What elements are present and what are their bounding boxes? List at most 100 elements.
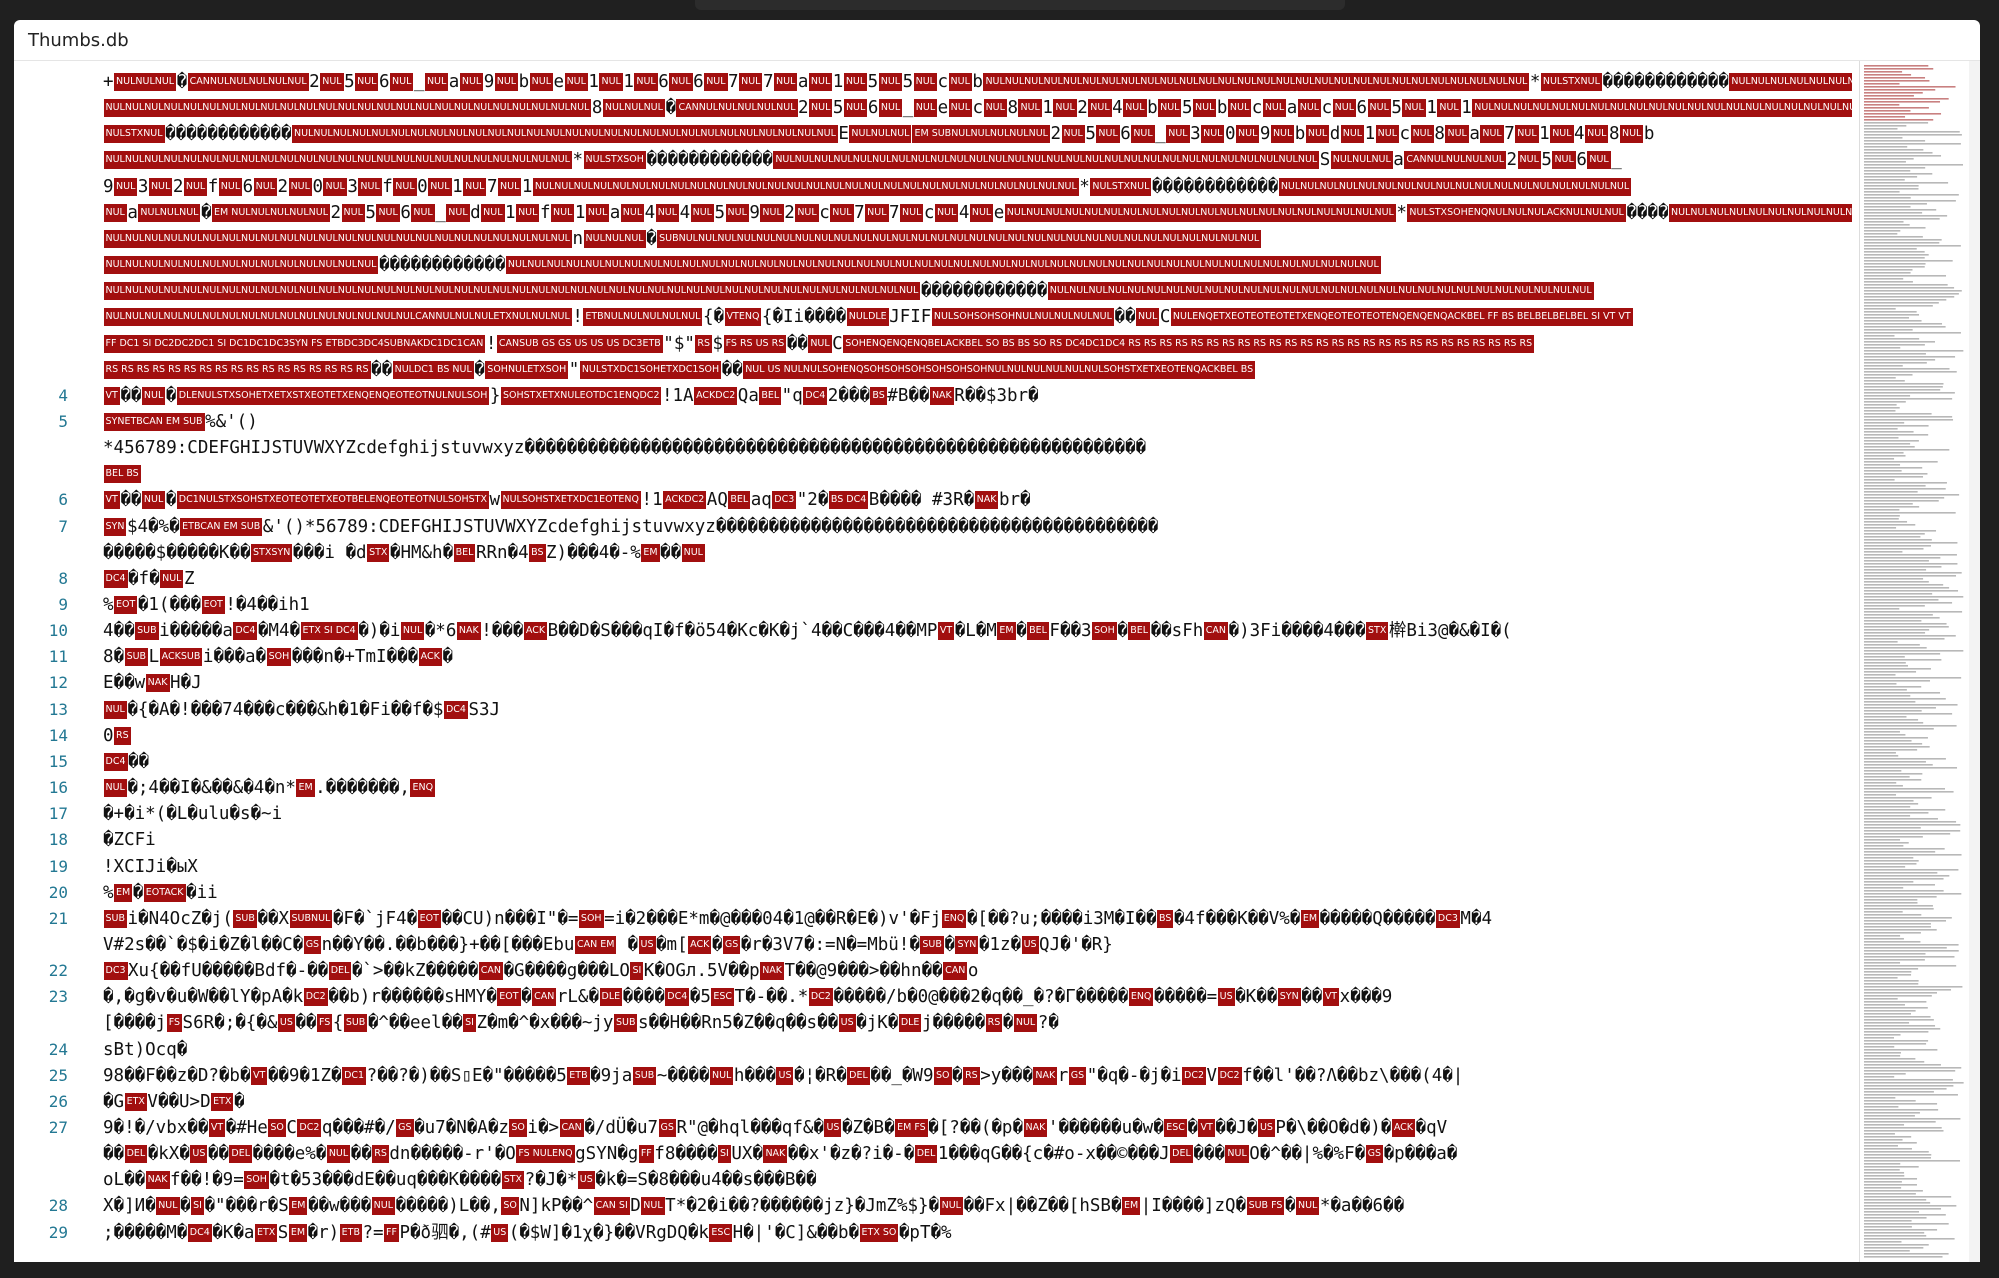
editor-line[interactable]: NULNULNULNULNULNULNULNULNULNULNULNULNULN…	[14, 304, 1852, 330]
minimap-line	[1864, 1214, 1946, 1216]
minimap-line	[1864, 1115, 1915, 1117]
minimap-line	[1864, 692, 1941, 694]
editor-line[interactable]: 16 NUL �;4��I�&��&�4�n* EM .�������, ENQ	[14, 775, 1852, 801]
minimap-line	[1864, 437, 1899, 439]
editor-line[interactable]: 14 0 RS	[14, 723, 1852, 749]
editor-line[interactable]: 23 �,�g�v�u�W��lY�pA�k DC2 ��b)r������sHMY�…	[14, 984, 1852, 1010]
control-char: NUL	[634, 73, 658, 91]
editor-line[interactable]: 18 �ZCFi	[14, 827, 1852, 853]
editor-line[interactable]: 25 98��F��z�D?�b� VT ��9�1Z� DC1 ?��?�)��S▯E�…	[14, 1063, 1852, 1089]
editor-line[interactable]: 26 �G ETX V��U>D ETX �	[14, 1089, 1852, 1115]
minimap-line	[1864, 170, 1911, 172]
editor-line[interactable]: V#2s��`�$�i�Z�l��C� GS n��Y��.��b���}+��[�…	[14, 932, 1852, 958]
control-char: CANNULNULNULNULNUL	[676, 99, 798, 118]
text-run: E	[838, 124, 849, 145]
editor-line[interactable]: 20% EM � EOTACK �ii	[14, 880, 1852, 906]
editor-line[interactable]: RS RS RS RS RS RS RS RS RS RS RS RS RS R…	[14, 357, 1852, 383]
editor-line[interactable]: 28 X�]И� NUL � SI �"���r�S EM ��w��� NUL �����)L�…	[14, 1193, 1852, 1219]
editor-line[interactable]: oL�� NAK f��!�9= SOH �t�53���dE��uq���K���� S…	[14, 1167, 1852, 1193]
editor-line[interactable]: 11 8� SUB L ACKSUB i���a� SOH ���n�+TmI��� ACK �	[14, 644, 1852, 670]
control-char: VT	[103, 386, 120, 405]
minimap-line	[1864, 149, 1924, 151]
minimap[interactable]	[1859, 61, 1968, 1262]
minimap-line	[1864, 533, 1925, 535]
control-char: NUL	[320, 73, 344, 91]
editor-line[interactable]: NULNULNULNULNULNULNULNULNULNULNULNULNULN…	[14, 147, 1852, 173]
editor-line[interactable]: 24 sBt)Ocq�	[14, 1037, 1852, 1063]
editor-line[interactable]: 17 �+�i*(�L�ulu�s�~i	[14, 801, 1852, 827]
editor-line[interactable]: 19 !XCIJi�ыX	[14, 854, 1852, 880]
editor-line[interactable]: 8 DC4 �f� NUL Z	[14, 566, 1852, 592]
text-run: ��	[120, 490, 142, 511]
text-run: �1z�	[978, 934, 1022, 955]
control-char: FS NULENQ	[516, 1145, 575, 1164]
editor-line[interactable]: �� DEL �kX� US �� DEL ����e%� NUL �� RS dn�����-r'…	[14, 1141, 1852, 1167]
editor-line[interactable]: 10 4�� SUB i�����a DC4 �M4� ETX SI DC4 �)�i NUL �…	[14, 618, 1852, 644]
editor-line[interactable]: 12 E��w NAK H�J	[14, 670, 1852, 696]
text-run: F��3	[1049, 621, 1092, 642]
control-char: VT	[103, 491, 120, 510]
minimap-line	[1864, 500, 1939, 502]
text-run: 7	[889, 202, 900, 223]
editor-line[interactable]: 15 DC4 ��	[14, 749, 1852, 775]
editor[interactable]: + NULNULNUL � CANNULNULNULNULNUL 2 NUL 5 NUL 6 NU…	[14, 60, 1980, 1262]
editor-line[interactable]: FF DC1 SI DC2DC2DC1 SI DC1DC1DC3SYN FS E…	[14, 331, 1852, 357]
editor-line[interactable]: NULNULNULNULNULNULNULNULNULNULNULNULNULN…	[14, 226, 1852, 252]
editor-line[interactable]: 13 NUL �{�A�!���74���c���&h�1�Fi��f�$ DC4 S3…	[14, 697, 1852, 723]
editor-line[interactable]: 5 SYNETBCAN EM SUB %&'()	[14, 409, 1852, 435]
editor-line[interactable]: [����j FS S6R�;�{�& US �� FS{SUB �^��eel�� SI Z�…	[14, 1010, 1852, 1036]
text-run: 2	[330, 202, 342, 223]
text-run: X�]И�	[103, 1196, 156, 1217]
line-text: V#2s��`�$�i�Z�l��C� GS n��Y��.��b���}+��[�…	[103, 932, 1852, 958]
editor-line[interactable]: NULNULNULNULNULNULNULNULNULNULNULNULNULN…	[14, 252, 1852, 278]
line-text: sBt)Ocq�	[103, 1037, 1852, 1063]
minimap-line	[1864, 278, 1904, 280]
editor-line[interactable]: 6 VT �� NUL � DC1NULSTXSOHSTXEOTEOTETXEOTBELE…	[14, 487, 1852, 513]
control-char: NUL	[878, 73, 903, 91]
editor-line[interactable]: BEL BS	[14, 461, 1852, 487]
editor-line[interactable]: NULNULNULNULNULNULNULNULNULNULNULNULNULN…	[14, 95, 1852, 121]
minimap-line	[1864, 869, 1959, 871]
minimap-line	[1864, 1085, 1954, 1087]
editor-line[interactable]: �����$�����K�� STXSYN ���i �d STX �HM&h� BEL R…	[14, 540, 1852, 566]
editor-line[interactable]: + NULNULNUL � CANNULNULNULNULNUL 2 NUL 5 NUL 6 NU…	[14, 69, 1852, 95]
editor-line[interactable]: NUL a NULNULNUL � EM NULNULNULNULNUL 2 NUL 5 NUL…	[14, 200, 1852, 226]
text-run: &'()*56789:CDEFGHIJSTUVWXYZcdefghijstuvw…	[262, 516, 1159, 537]
editor-line[interactable]: 7 SYN $4�%� ETBCAN EM SUB &'()*56789:CDEFGHI…	[14, 514, 1852, 540]
text-run: ���n�+TmI���	[291, 647, 419, 668]
control-char: SO	[934, 1066, 952, 1085]
editor-line[interactable]: 27 9�!�/vbx�� VT �#He SO C DC2 q���#�/GS �u7�N�A…	[14, 1115, 1852, 1141]
editor-line[interactable]: 22 DC3 Xu{��fU�����Bdf�-�� DEL �`>��kZ����� C…	[14, 958, 1852, 984]
editor-line[interactable]: 9 NUL 3 NUL 2 NUL f NUL 6 NUL 2 NUL 0 NUL 3 NUL f NUL 0 NUL…	[14, 174, 1852, 200]
editor-line[interactable]: NULNULNULNULNULNULNULNULNULNULNULNULNULN…	[14, 278, 1852, 304]
line-number: 22	[48, 961, 68, 981]
tab-strip[interactable]	[695, 0, 1345, 10]
text-run: 5	[1181, 98, 1193, 119]
text-run: 7	[762, 72, 774, 92]
editor-line[interactable]: NULSTXNUL ������������ NULNULNULNULNULNULN…	[14, 121, 1852, 147]
editor-line[interactable]: 29 ;�����M� DC4 �K�a ETX S EM �r) ETB ?= FF P�ð驷�,(…	[14, 1220, 1852, 1246]
control-char: FS RS US RS	[723, 334, 787, 353]
minimap-line	[1864, 578, 1924, 580]
minimap-line	[1864, 845, 1904, 847]
minimap-line	[1864, 1208, 1942, 1210]
text-run: 1	[588, 72, 599, 92]
editor-line[interactable]: 4 VT �� NUL � DLENULSTXSOHETXETXSTXEOTETXENQE…	[14, 383, 1852, 409]
scrollbar[interactable]	[1969, 61, 1980, 1262]
editor-line[interactable]: 21 SUB i�N4OcZ�j(SUB ��X SUBNUL �F�`jF4� EOT ��…	[14, 906, 1852, 932]
line-number: 9	[58, 595, 68, 614]
minimap-line	[1864, 416, 1953, 418]
text-run: a	[1286, 98, 1298, 119]
control-char: NUL	[1123, 99, 1147, 118]
control-char: NULNULNULNULNULNULNULNULNULNULNULNULNULN…	[1004, 203, 1396, 222]
control-char: NUL	[1620, 125, 1644, 144]
text-run: ��_�W9	[870, 1065, 934, 1086]
text-run: C	[832, 333, 843, 354]
minimap-line	[1864, 1229, 1938, 1231]
line-number: 10	[48, 621, 68, 641]
editor-line[interactable]: 9% EOT �1(��� EOT !�4��ih1	[14, 592, 1852, 618]
minimap-line	[1864, 737, 1928, 739]
minimap-line	[1864, 656, 1905, 658]
control-char: NUL	[774, 73, 798, 91]
editor-line[interactable]: *456789:CDEFGHIJSTUVWXYZcdefghijstuvwxyz…	[14, 435, 1852, 461]
